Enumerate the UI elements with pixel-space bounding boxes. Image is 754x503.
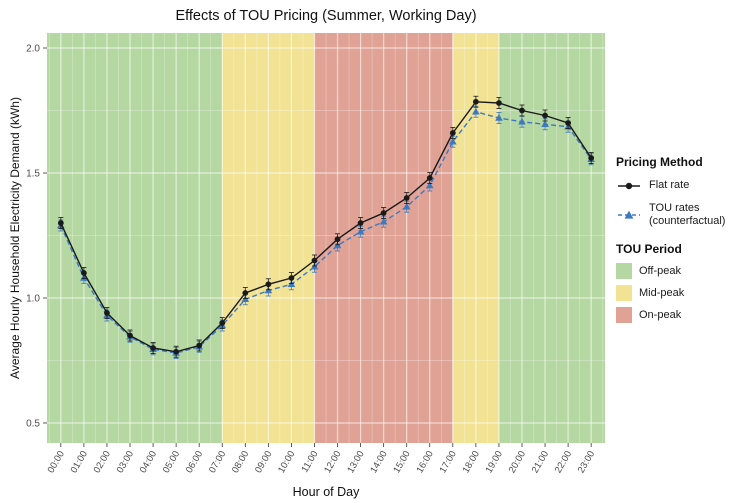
svg-text:05:00: 05:00 — [161, 449, 182, 475]
band-off-peak — [498, 33, 605, 443]
y-axis-title: Average Hourly Household Electricity Dem… — [8, 97, 22, 379]
mid-peak-swatch-icon — [616, 285, 632, 302]
legend-panel: Pricing Method Flat rate TOU rates (coun… — [616, 155, 754, 329]
svg-text:03:00: 03:00 — [115, 449, 136, 475]
off-peak-swatch-icon — [616, 263, 632, 280]
svg-text:00:00: 00:00 — [46, 449, 67, 475]
legend-item-mid-peak: Mid-peak — [616, 285, 754, 302]
svg-text:07:00: 07:00 — [207, 449, 228, 475]
legend-item-tou-rates: TOU rates (counterfactual) — [616, 202, 754, 228]
legend-label-tou-rates: TOU rates (counterfactual) — [649, 202, 726, 228]
svg-text:10:00: 10:00 — [276, 449, 297, 475]
svg-text:1.0: 1.0 — [26, 293, 40, 304]
svg-text:13:00: 13:00 — [345, 449, 366, 475]
tou-rates-key-icon — [618, 210, 640, 219]
svg-text:06:00: 06:00 — [184, 449, 205, 475]
legend-item-flat-rate: Flat rate — [616, 176, 754, 196]
flat-rate-key-icon — [618, 182, 640, 190]
legend-title-pricing-method: Pricing Method — [616, 155, 703, 169]
svg-text:08:00: 08:00 — [230, 449, 251, 475]
x-axis-title: Hour of Day — [292, 485, 360, 499]
svg-text:23:00: 23:00 — [576, 449, 597, 475]
band-off-peak — [47, 33, 223, 443]
legend-item-off-peak: Off-peak — [616, 263, 754, 280]
svg-text:04:00: 04:00 — [138, 449, 159, 475]
svg-text:19:00: 19:00 — [484, 449, 505, 475]
svg-text:17:00: 17:00 — [437, 449, 458, 475]
svg-text:16:00: 16:00 — [414, 449, 435, 475]
legend-title-tou-period: TOU Period — [616, 242, 682, 257]
svg-text:18:00: 18:00 — [461, 449, 482, 475]
svg-text:20:00: 20:00 — [507, 449, 528, 475]
legend-label-flat-rate: Flat rate — [649, 179, 690, 192]
svg-text:14:00: 14:00 — [368, 449, 389, 475]
svg-text:22:00: 22:00 — [553, 449, 574, 475]
legend-item-on-peak: On-peak — [616, 307, 754, 324]
svg-text:09:00: 09:00 — [253, 449, 274, 475]
on-peak-swatch-icon — [616, 307, 632, 324]
svg-text:2.0: 2.0 — [26, 43, 40, 54]
svg-text:1.5: 1.5 — [26, 168, 40, 179]
svg-text:15:00: 15:00 — [391, 449, 412, 475]
svg-text:12:00: 12:00 — [322, 449, 343, 475]
svg-text:11:00: 11:00 — [300, 449, 321, 474]
svg-text:01:00: 01:00 — [69, 449, 90, 475]
svg-text:02:00: 02:00 — [92, 449, 113, 475]
chart-title: Effects of TOU Pricing (Summer, Working … — [175, 8, 477, 24]
series-line-circle — [60, 101, 592, 353]
svg-text:0.5: 0.5 — [26, 418, 40, 429]
series-line-triangle — [60, 111, 592, 354]
svg-text:21:00: 21:00 — [530, 449, 551, 475]
